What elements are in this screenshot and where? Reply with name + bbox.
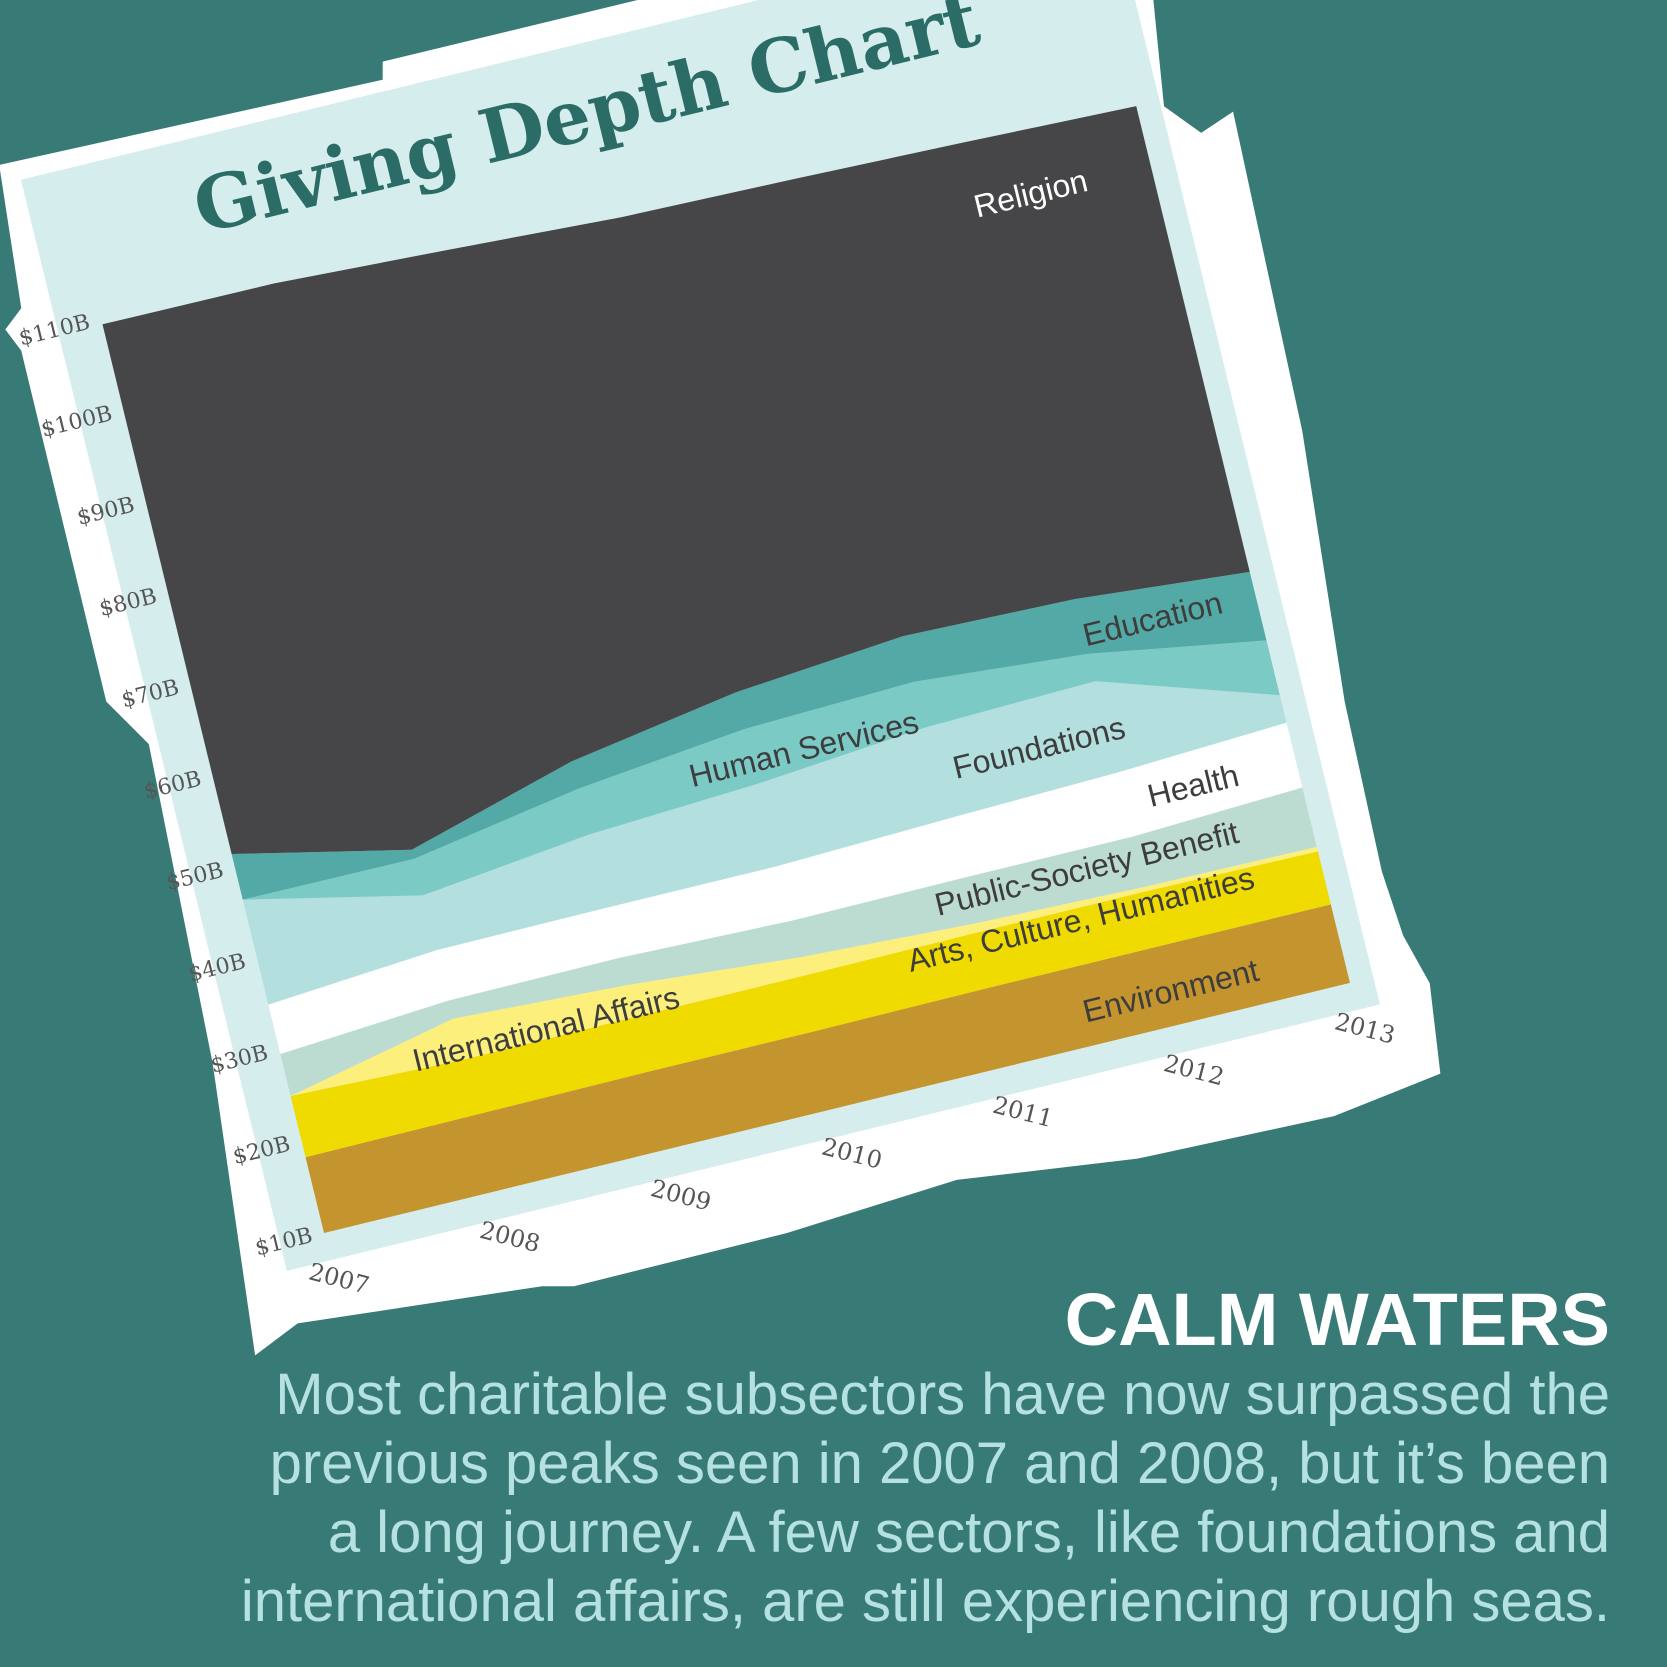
area [231,571,1267,900]
area [102,106,1250,854]
area [305,904,1350,1233]
caption-line: international affairs, are still experie… [241,1569,1610,1634]
caption-heading: CALM WATERS [1065,1278,1610,1361]
area [290,851,1331,1158]
caption-line: Most charitable subsectors have now surp… [275,1362,1610,1427]
area [242,681,1287,1005]
area [268,722,1303,1055]
area [290,846,1318,1097]
area [242,640,1280,900]
area [280,787,1317,1097]
caption-line: a long journey. A few sectors, like foun… [328,1500,1610,1565]
caption-line: previous peaks seen in 2007 and 2008, bu… [270,1431,1610,1496]
